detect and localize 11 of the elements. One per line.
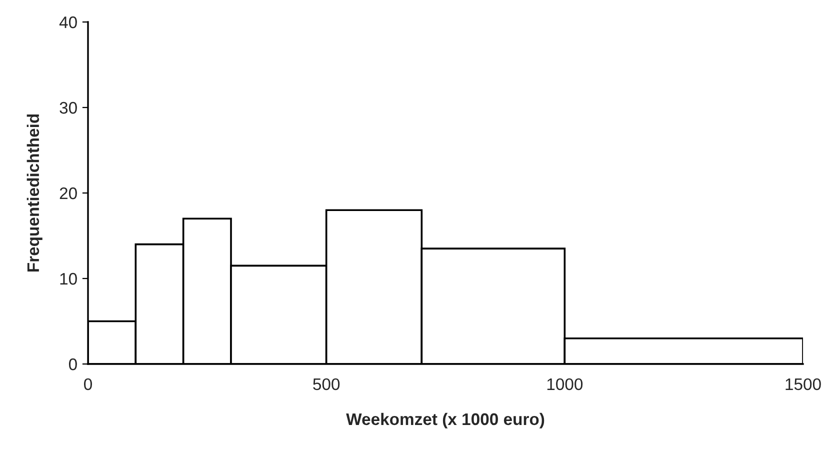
x-tick-label: 0 bbox=[84, 378, 92, 390]
y-tick-label: 10 bbox=[60, 272, 77, 285]
y-tick-label: 20 bbox=[60, 187, 77, 200]
x-tick-label: 500 bbox=[313, 378, 340, 390]
y-axis-title: Frequentiedichtheid bbox=[26, 114, 42, 272]
y-tick-label: 30 bbox=[60, 102, 77, 114]
y-tick-label: 40 bbox=[59, 16, 77, 28]
x-axis-title: Weekomzet (x 1000 euro) bbox=[346, 412, 544, 428]
y-tick-label: 0 bbox=[68, 358, 77, 370]
x-tick-label: 1500 bbox=[786, 378, 821, 390]
x-tick-label: 1000 bbox=[547, 378, 583, 390]
